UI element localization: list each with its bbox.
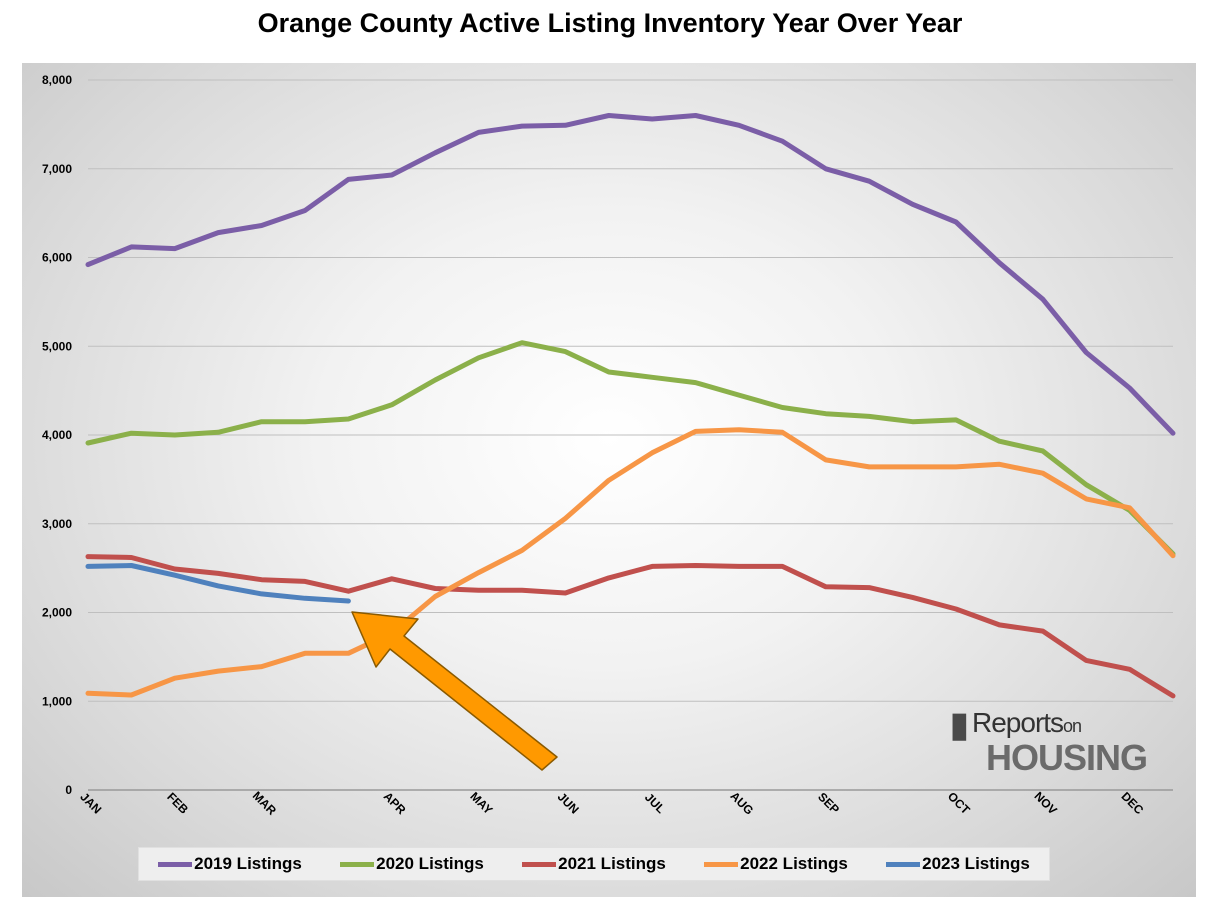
legend-label-2020: 2020 Listings [376, 854, 484, 873]
legend-item-2023: 2023 Listings [886, 854, 1030, 874]
grid-lines [88, 79, 1173, 791]
logo-housing-text: HOUSING [986, 737, 1148, 778]
y-tick-label: 0 [65, 783, 72, 797]
legend-item-2021: 2021 Listings [522, 854, 666, 874]
chart-svg: 0 1,000 2,000 3,000 4,000 5,000 6,000 7,000 8,00… [42, 73, 1176, 818]
y-tick-label: 5,000 [42, 339, 72, 353]
legend-label-2019: 2019 Listings [194, 854, 302, 873]
legend-item-2019: 2019 Listings [158, 854, 302, 874]
logo-reports-text: Reportson [972, 707, 1082, 739]
chart-legend: 2019 Listings 2020 Listings 2021 Listing… [138, 847, 1050, 881]
legend-swatch-2020 [340, 861, 375, 867]
y-tick-label: 2,000 [42, 606, 72, 620]
logo-r-icon: ▮ [950, 706, 969, 744]
chart-area: 0 1,000 2,000 3,000 4,000 5,000 6,000 7,000 8,00… [22, 63, 1196, 897]
series-line-2023 [85, 563, 351, 604]
series-line-2019 [85, 113, 1176, 436]
x-tick-label-sep: SEP [815, 790, 842, 817]
legend-swatch-2023 [886, 861, 921, 867]
orange-arrow-annotation [351, 611, 558, 771]
x-tick-label-jan: JAN [77, 790, 104, 817]
y-tick-label: 7,000 [42, 162, 72, 176]
logo-reports: Reports [972, 707, 1064, 738]
reports-on-housing-logo: ▮ Reportson HOUSING [950, 705, 1160, 785]
x-tick-label-jul: JUL [642, 790, 668, 816]
arrow-shape [351, 611, 558, 771]
y-axis-tick-labels: 0 1,000 2,000 3,000 4,000 5,000 6,000 7,000 8,00… [42, 73, 72, 797]
series-line-2022 [85, 427, 1176, 698]
y-tick-label: 1,000 [42, 694, 72, 708]
legend-label-2023: 2023 Listings [922, 854, 1030, 873]
x-tick-label-may: MAY [467, 789, 495, 817]
legend-swatch-2019 [158, 861, 193, 867]
x-tick-label-mar: MAR [250, 789, 279, 818]
series-lines [85, 113, 1176, 699]
x-tick-label-jun: JUN [555, 790, 582, 817]
legend-item-2022: 2022 Listings [704, 854, 848, 874]
y-tick-label: 8,000 [42, 73, 72, 87]
y-tick-label: 4,000 [42, 428, 72, 442]
legend-label-2021: 2021 Listings [558, 854, 666, 873]
x-tick-label-feb: FEB [164, 790, 191, 817]
y-tick-label: 6,000 [42, 251, 72, 265]
series-line-2020 [85, 340, 1176, 557]
x-tick-label-nov: NOV [1031, 789, 1059, 817]
x-axis-tick-labels: JAN FEB MAR APR MAY JUN JUL AUG SEP OCT NOV DEC [77, 789, 1146, 818]
y-tick-label: 3,000 [42, 517, 72, 531]
x-tick-label-apr: APR [381, 789, 409, 817]
logo-on: on [1063, 716, 1082, 736]
legend-swatch-2022 [704, 861, 739, 867]
chart-title: Orange County Active Listing Inventory Y… [257, 8, 963, 38]
legend-swatch-2021 [522, 861, 557, 867]
legend-item-2020: 2020 Listings [340, 854, 484, 874]
x-tick-label-dec: DEC [1119, 789, 1147, 817]
legend-label-2022: 2022 Listings [740, 854, 848, 873]
x-tick-label-aug: AUG [727, 789, 756, 818]
x-tick-label-oct: OCT [945, 789, 973, 817]
series-line-2021 [85, 554, 1176, 699]
